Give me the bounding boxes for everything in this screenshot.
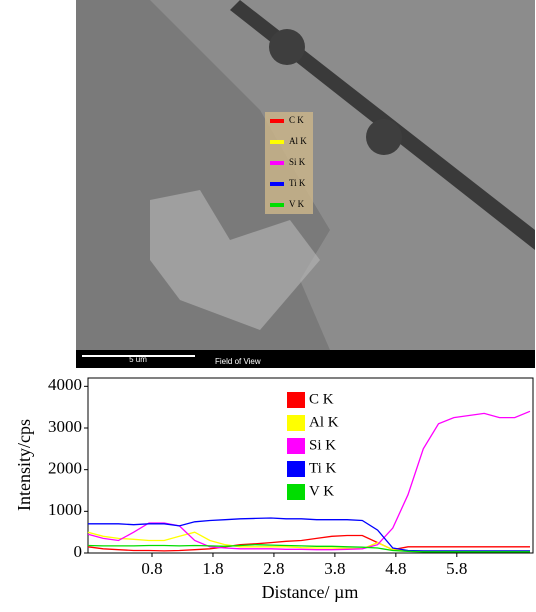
overlay-legend-label: V K — [289, 199, 305, 209]
overlay-legend-label: Al K — [289, 136, 307, 146]
y-tick-label: 3000 — [48, 417, 82, 436]
x-tick-label: 3.8 — [324, 559, 345, 578]
y-tick-label: 0 — [74, 542, 83, 561]
x-axis-label: Distance/ µm — [262, 582, 359, 602]
legend-swatch — [287, 461, 305, 477]
overlay-legend-label: Si K — [289, 157, 306, 167]
field-label: Field of View — [215, 357, 261, 366]
legend-swatch — [287, 392, 305, 408]
x-tick-label: 2.8 — [263, 559, 284, 578]
overlay-legend-label: Ti K — [289, 178, 306, 188]
series-line — [87, 531, 530, 552]
y-tick-label: 4000 — [48, 375, 82, 394]
legend-label: Al K — [309, 414, 339, 430]
legend-swatch — [287, 484, 305, 500]
overlay-legend-label: C K — [289, 115, 304, 125]
y-axis-label: Intensity/cps — [14, 419, 34, 511]
y-tick-label: 2000 — [48, 459, 82, 478]
x-tick-label: 0.8 — [141, 559, 162, 578]
plot-frame — [87, 377, 534, 554]
legend-label: Si K — [309, 437, 336, 453]
x-tick-label: 5.8 — [446, 559, 467, 578]
series-line — [88, 517, 530, 552]
series-line — [87, 544, 530, 553]
sem-spot — [269, 29, 305, 65]
series-line — [87, 534, 530, 552]
sem-info-bar — [76, 350, 535, 368]
series-line — [87, 410, 531, 551]
legend-label: V K — [309, 483, 334, 499]
x-tick-label: 1.8 — [202, 559, 223, 578]
sem-spot — [366, 119, 402, 155]
legend-swatch — [287, 415, 305, 431]
legend-label: Ti K — [309, 460, 337, 476]
legend-swatch — [287, 438, 305, 454]
legend-label: C K — [309, 391, 334, 407]
sem-image: 5 um Field of View — [76, 0, 535, 368]
x-tick-label: 4.8 — [385, 559, 406, 578]
scale-bar-label: 5 um — [129, 355, 147, 364]
y-tick-label: 1000 — [48, 500, 82, 519]
sem-grain — [150, 190, 320, 330]
